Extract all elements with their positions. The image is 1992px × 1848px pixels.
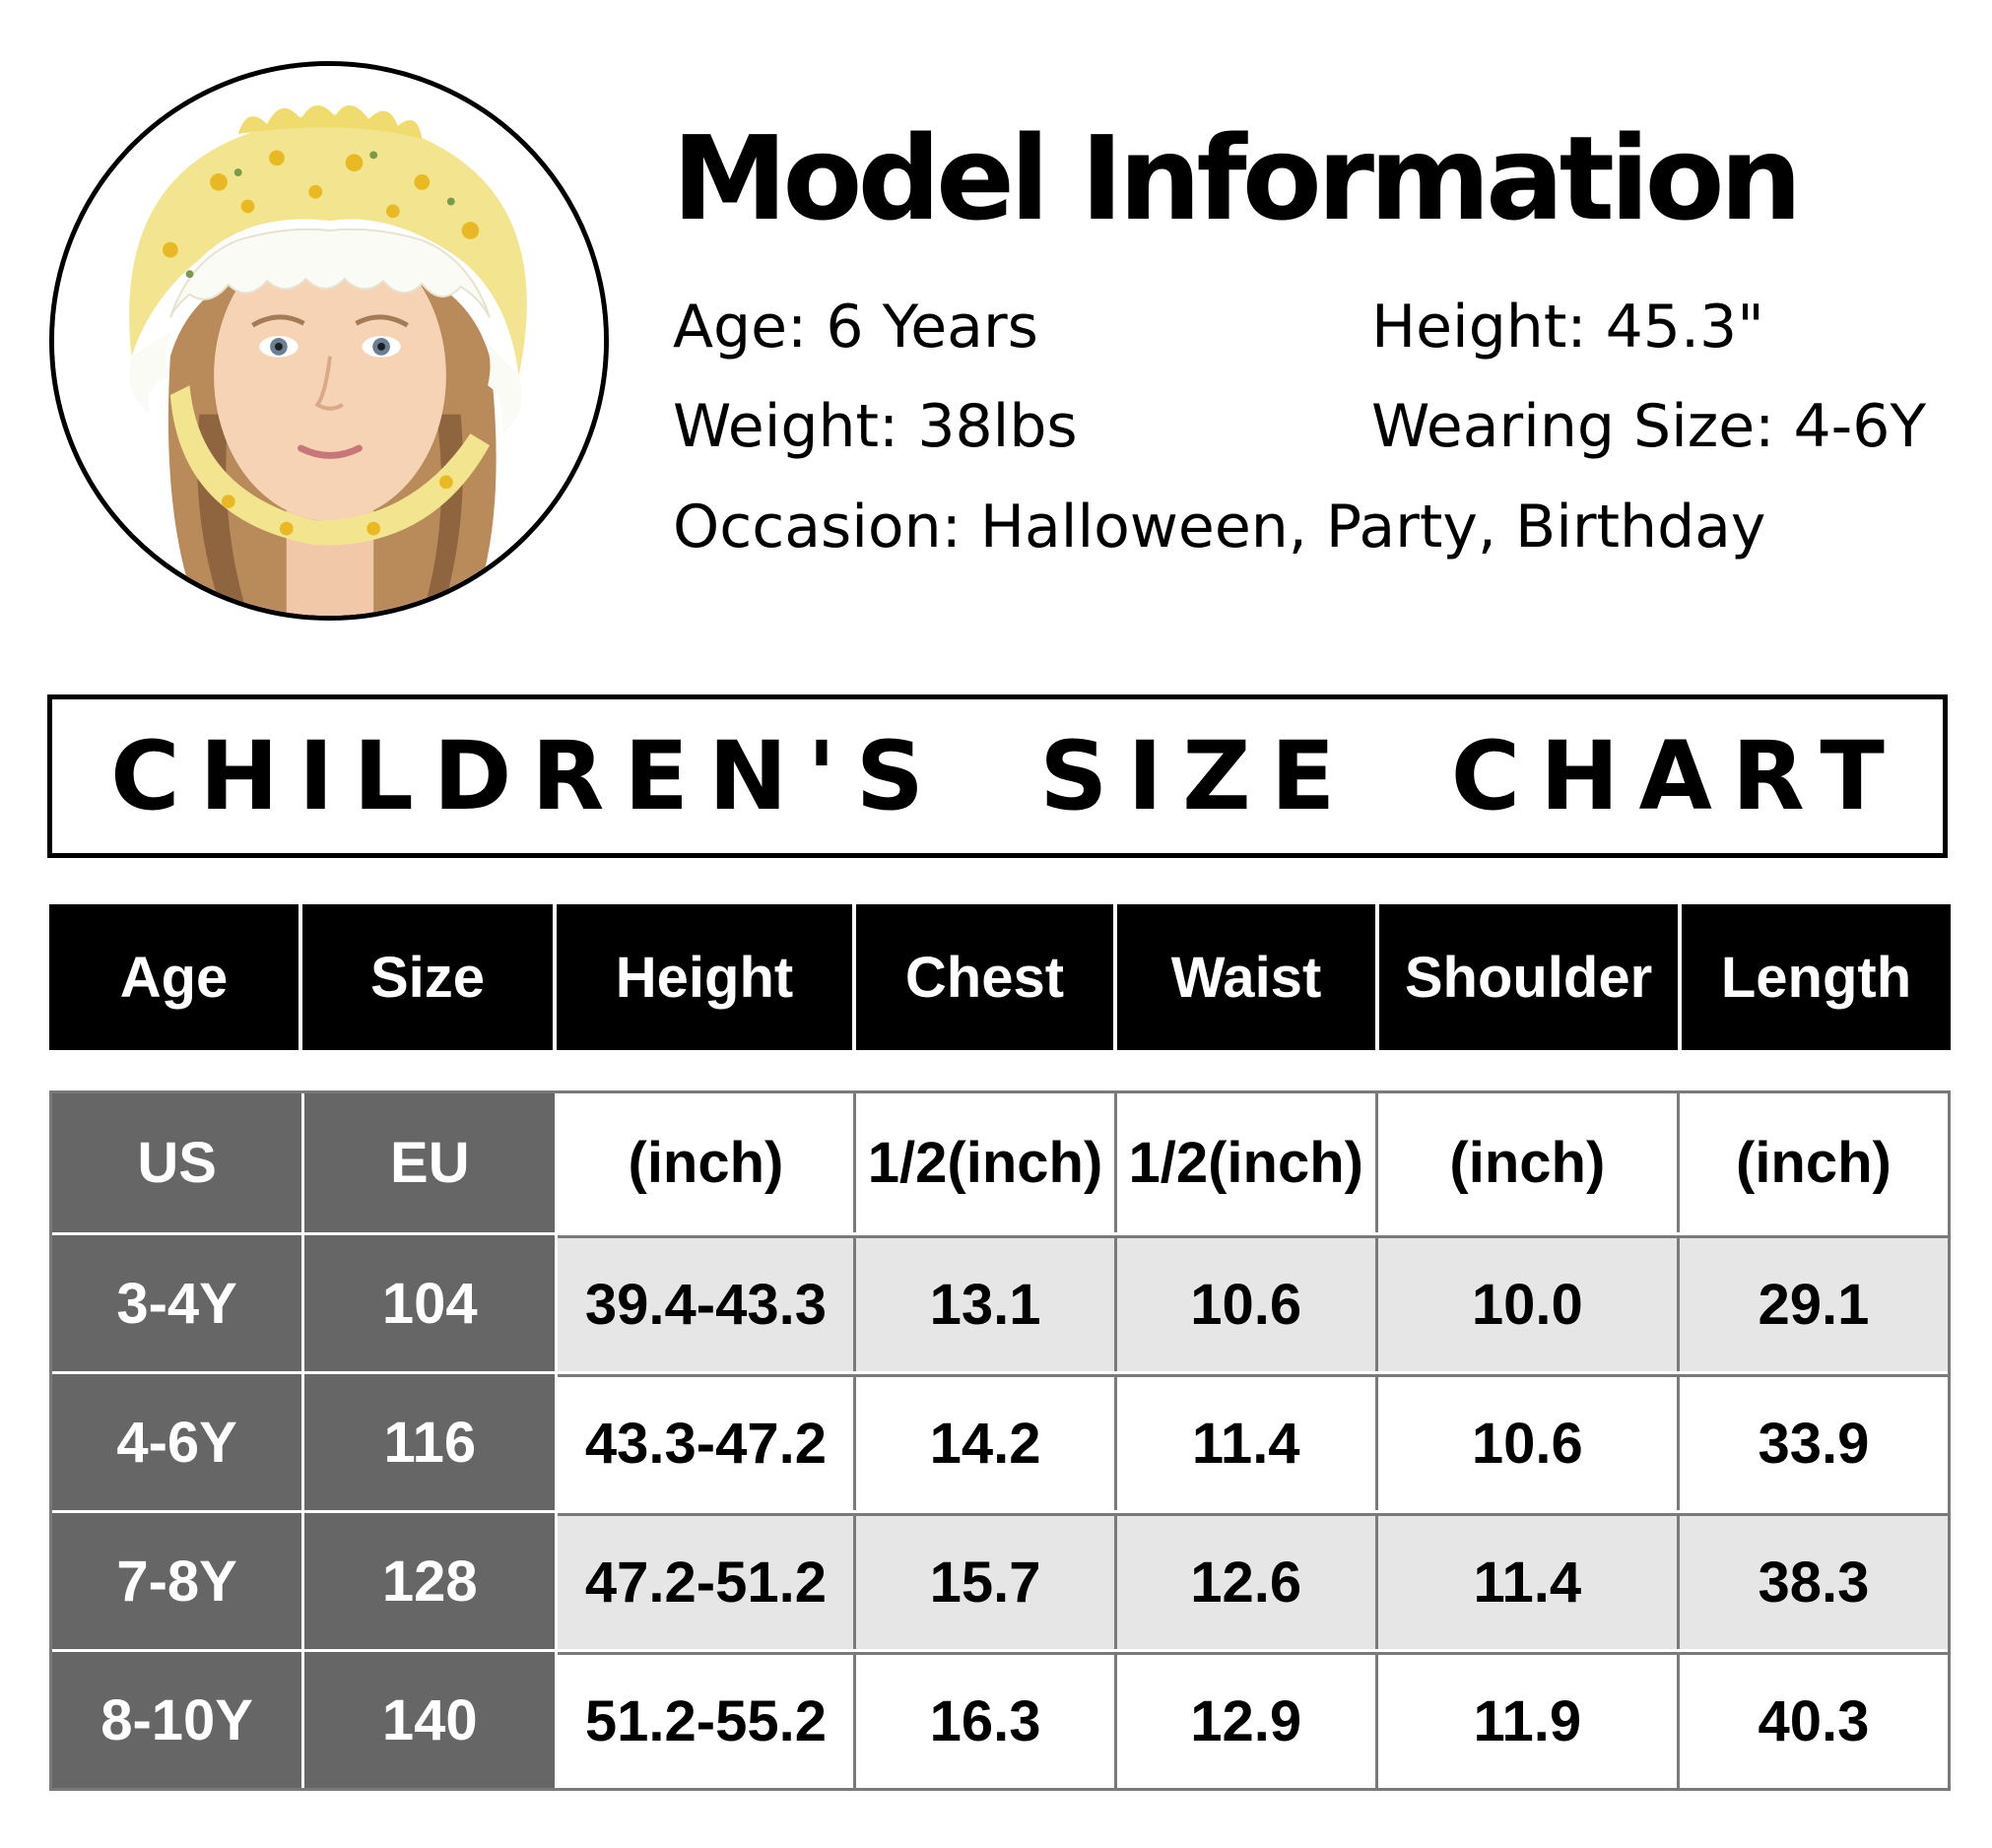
child-bonnet-illustration bbox=[54, 66, 604, 616]
column-header-height: Height bbox=[557, 904, 856, 1050]
age-cell: 8-10Y bbox=[52, 1652, 305, 1788]
height-cell: 39.4-43.3 bbox=[558, 1235, 857, 1371]
chest-cell: 13.1 bbox=[856, 1235, 1117, 1371]
model-occasion: Occasion: Halloween, Party, Birthday bbox=[673, 493, 1766, 561]
length-cell: 38.3 bbox=[1679, 1513, 1948, 1649]
column-header-size: Size bbox=[302, 904, 557, 1050]
age-cell: 3-4Y bbox=[52, 1235, 305, 1371]
table-row: 8-10Y 140 51.2-55.2 16.3 12.9 11.9 40.3 bbox=[52, 1649, 1948, 1788]
height-cell: 43.3-47.2 bbox=[558, 1374, 857, 1510]
size-cell: 116 bbox=[304, 1374, 559, 1510]
table-row: 3-4Y 104 39.4-43.3 13.1 10.6 10.0 29.1 bbox=[52, 1232, 1948, 1371]
height-cell: 47.2-51.2 bbox=[558, 1513, 857, 1649]
table-row: 7-8Y 128 47.2-51.2 15.7 12.6 11.4 38.3 bbox=[52, 1510, 1948, 1649]
length-cell: 40.3 bbox=[1679, 1652, 1948, 1788]
shoulder-cell: 10.0 bbox=[1377, 1235, 1680, 1371]
unit-cell: (inch) bbox=[1377, 1093, 1680, 1232]
shoulder-cell: 10.6 bbox=[1377, 1374, 1680, 1510]
unit-cell: (inch) bbox=[1679, 1093, 1948, 1232]
column-header-chest: Chest bbox=[856, 904, 1117, 1050]
height-cell: 51.2-55.2 bbox=[558, 1652, 857, 1788]
waist-cell: 10.6 bbox=[1116, 1235, 1378, 1371]
size-cell: 104 bbox=[304, 1235, 559, 1371]
size-cell: 128 bbox=[304, 1513, 559, 1649]
size-cell: 140 bbox=[304, 1652, 559, 1788]
column-header-waist: Waist bbox=[1117, 904, 1379, 1050]
column-header-length: Length bbox=[1682, 904, 1951, 1050]
length-cell: 33.9 bbox=[1679, 1374, 1948, 1510]
model-height: Height: 45.3" bbox=[1371, 293, 1764, 362]
unit-cell: (inch) bbox=[558, 1093, 857, 1232]
table-row: 4-6Y 116 43.3-47.2 14.2 11.4 10.6 33.9 bbox=[52, 1371, 1948, 1510]
model-age: Age: 6 Years bbox=[673, 293, 1038, 362]
unit-cell: 1/2(inch) bbox=[1116, 1093, 1378, 1232]
shoulder-cell: 11.9 bbox=[1377, 1652, 1680, 1788]
size-chart-table: US EU (inch) 1/2(inch) 1/2(inch) (inch) … bbox=[49, 1090, 1951, 1791]
column-header-age: Age bbox=[49, 904, 302, 1050]
unit-cell: US bbox=[52, 1093, 305, 1232]
age-cell: 7-8Y bbox=[52, 1513, 305, 1649]
size-chart-header: Age Size Height Chest Waist Shoulder Len… bbox=[49, 904, 1951, 1050]
unit-cell: 1/2(inch) bbox=[856, 1093, 1117, 1232]
units-row: US EU (inch) 1/2(inch) 1/2(inch) (inch) … bbox=[52, 1093, 1948, 1232]
model-info-title: Model Information bbox=[672, 110, 1803, 246]
model-wearing-size: Wearing Size: 4-6Y bbox=[1371, 392, 1927, 461]
model-photo bbox=[49, 61, 609, 621]
chest-cell: 16.3 bbox=[856, 1652, 1117, 1788]
chest-cell: 14.2 bbox=[856, 1374, 1117, 1510]
waist-cell: 11.4 bbox=[1116, 1374, 1378, 1510]
unit-cell: EU bbox=[304, 1093, 559, 1232]
age-cell: 4-6Y bbox=[52, 1374, 305, 1510]
chest-cell: 15.7 bbox=[856, 1513, 1117, 1649]
waist-cell: 12.9 bbox=[1116, 1652, 1378, 1788]
column-header-shoulder: Shoulder bbox=[1379, 904, 1682, 1050]
model-weight: Weight: 38lbs bbox=[673, 392, 1078, 461]
shoulder-cell: 11.4 bbox=[1377, 1513, 1680, 1649]
waist-cell: 12.6 bbox=[1116, 1513, 1378, 1649]
size-chart-banner: CHILDREN'S SIZE CHART bbox=[47, 694, 1948, 858]
size-chart-title: CHILDREN'S SIZE CHART bbox=[110, 721, 1904, 831]
length-cell: 29.1 bbox=[1679, 1235, 1948, 1371]
